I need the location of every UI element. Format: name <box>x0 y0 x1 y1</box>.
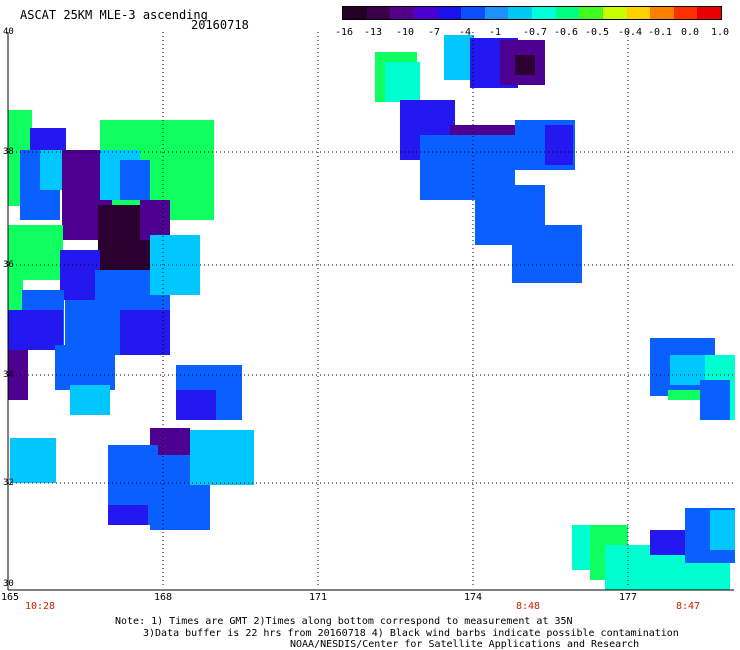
lon-tick: 168 <box>153 592 173 603</box>
colorbar-swatch <box>673 7 698 19</box>
colorbar-swatch <box>555 7 580 19</box>
wind-pixel-block <box>120 310 170 355</box>
colorbar-label: -7 <box>427 27 441 38</box>
colorbar-label: -0.7 <box>522 27 548 38</box>
colorbar-swatch <box>366 7 391 19</box>
wind-pixel-block <box>80 150 100 200</box>
footnote-line: 3)Data buffer is 22 hrs from 20160718 4)… <box>143 628 679 639</box>
colorbar-label: -4 <box>458 27 472 38</box>
wind-pixel-layer <box>8 35 735 590</box>
wind-pixel-block <box>515 55 535 75</box>
product-date: 20160718 <box>191 18 249 32</box>
wind-pixel-block <box>700 380 730 420</box>
lon-tick: 165 <box>0 592 20 603</box>
lon-tick: 177 <box>618 592 638 603</box>
colorbar-label: -13 <box>363 27 383 38</box>
colorbar-label: 0.0 <box>680 27 700 38</box>
lat-tick: 36 <box>3 260 14 270</box>
colorbar-swatch <box>697 7 721 19</box>
wind-pixel-block <box>8 310 63 350</box>
lat-tick: 32 <box>3 478 14 488</box>
wind-pixel-block <box>10 438 56 483</box>
lat-tick: 34 <box>3 370 14 380</box>
map-frame <box>7 32 734 591</box>
footnote-line: NOAA/NESDIS/Center for Satellite Applica… <box>290 639 640 650</box>
colorbar-swatch <box>579 7 603 19</box>
wind-pixel-block <box>670 355 705 385</box>
colorbar-label: -1 <box>488 27 502 38</box>
wind-pixel-block <box>385 62 420 102</box>
colorbar-swatch <box>650 7 674 19</box>
colorbar-label: 1.0 <box>710 27 730 38</box>
wind-pixel-block <box>668 390 708 400</box>
wind-pixel-block <box>8 280 23 310</box>
colorbar-swatch <box>508 7 532 19</box>
colorbar-swatch <box>626 7 651 19</box>
footnote-line: Note: 1) Times are GMT 2)Times along bot… <box>115 616 573 627</box>
colorbar-swatch <box>602 7 627 19</box>
lat-tick: 30 <box>3 579 14 589</box>
wind-pixel-block <box>176 390 216 420</box>
colorbar-swatch <box>413 7 438 19</box>
colorbar-label: -0.4 <box>617 27 643 38</box>
lon-tick: 171 <box>308 592 328 603</box>
wind-pixel-block <box>60 250 100 300</box>
colorbar-label: -16 <box>334 27 354 38</box>
wind-pixel-block <box>70 385 110 415</box>
lat-tick: 40 <box>3 27 14 37</box>
colorbar-swatch <box>484 7 509 19</box>
wind-pixel-block <box>55 345 115 390</box>
wind-pixel-block <box>150 235 200 295</box>
wind-pixel-block <box>8 225 63 280</box>
wind-pixel-block <box>190 430 254 485</box>
colorbar-label: -0.5 <box>584 27 610 38</box>
colorbar-label: -0.1 <box>647 27 673 38</box>
lon-tick: 174 <box>463 592 483 603</box>
wind-pixel-block <box>108 505 148 525</box>
wind-pixel-block <box>710 510 735 550</box>
wind-pixel-block <box>512 225 582 283</box>
colorbar-label: -10 <box>395 27 415 38</box>
colorbar-swatch <box>343 7 367 19</box>
wind-pixel-block <box>120 160 150 200</box>
lat-tick: 38 <box>3 147 14 157</box>
colorbar-label: -0.6 <box>553 27 579 38</box>
pass-time-label: 8:48 <box>515 601 541 612</box>
colorbar-swatch <box>390 7 414 19</box>
colorbar-swatch <box>437 7 462 19</box>
colorbar <box>342 6 722 20</box>
wind-pixel-block <box>444 35 474 80</box>
wind-pixel-block <box>40 150 64 190</box>
colorbar-swatch <box>532 7 556 19</box>
colorbar-swatch <box>461 7 485 19</box>
product-title: ASCAT 25KM MLE-3 ascending <box>20 8 208 22</box>
wind-pixel-block <box>545 125 573 165</box>
pass-time-label: 10:28 <box>24 601 56 612</box>
wind-pixel-block <box>8 350 28 400</box>
wind-pixel-block <box>140 200 170 240</box>
pass-time-label: 8:47 <box>675 601 701 612</box>
lat-lon-grid <box>8 32 734 588</box>
